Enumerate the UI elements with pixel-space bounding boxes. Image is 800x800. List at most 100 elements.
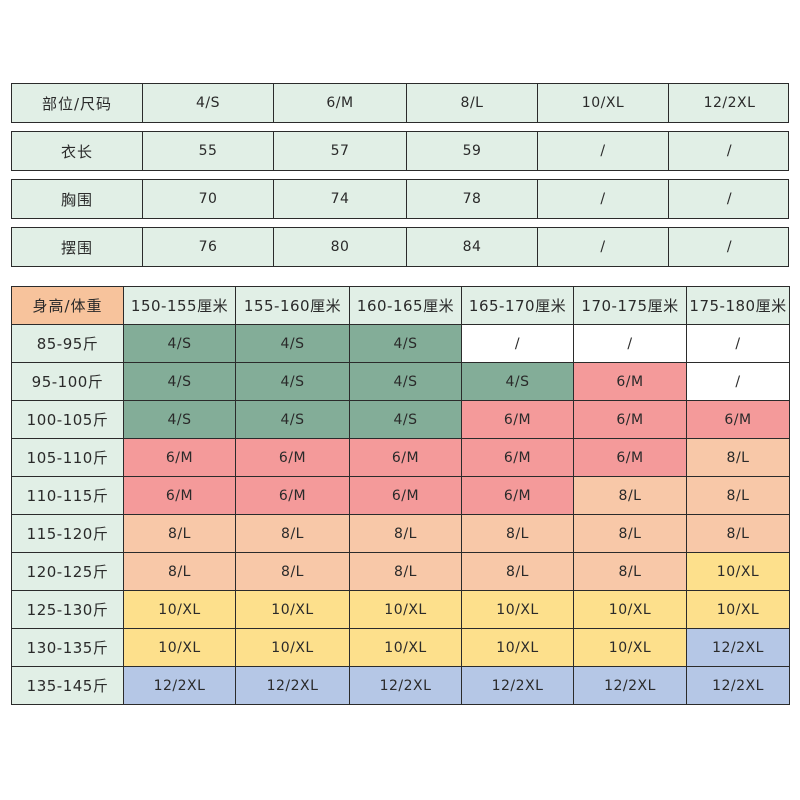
size-cell: 12/2XL: [573, 666, 687, 705]
size-cell: 12/2XL: [349, 666, 462, 705]
size-cell: 6/M: [123, 476, 236, 515]
size-chart-row: 110-115斤 6/M 6/M 6/M 6/M 8/L 8/L: [11, 476, 790, 515]
height-column-header: 165-170厘米: [461, 286, 574, 325]
size-cell: 4/S: [123, 324, 236, 363]
size-chart-row: 120-125斤 8/L 8/L 8/L 8/L 8/L 10/XL: [11, 552, 790, 591]
measurement-value: 74: [274, 180, 407, 218]
size-chart-body: 85-95斤 4/S 4/S 4/S / //95-100斤 4/S 4/S 4/S 4/S 6/M…: [11, 324, 790, 705]
measurement-header-size: 8/L: [407, 84, 538, 122]
measurement-header-size: 12/2XL: [703, 95, 756, 111]
measurement-table: 部位/尺码 4/S 6/M 8/L 10/XL 12/2XL 衣长 55 57 …: [11, 83, 789, 275]
measurement-value: /: [538, 180, 669, 218]
measurement-row-label: 摆围: [12, 228, 143, 266]
height-column-header: 160-165厘米: [349, 286, 462, 325]
size-cell: 8/L: [686, 476, 790, 515]
size-cell: 8/L: [461, 514, 574, 553]
size-cell: 6/M: [461, 476, 574, 515]
size-cell: /: [461, 324, 574, 363]
size-cell: 12/2XL: [686, 666, 790, 705]
measurement-value: 84: [407, 228, 538, 266]
size-cell: 6/M: [235, 476, 350, 515]
measurement-row-length: 衣长 55 57 59 / /: [11, 131, 789, 171]
height-column-header: 150-155厘米: [123, 286, 236, 325]
size-cell: 4/S: [123, 362, 236, 401]
size-cell: 10/XL: [349, 590, 462, 629]
size-cell: 10/XL: [235, 628, 350, 667]
size-cell: 6/M: [235, 438, 350, 477]
weight-row-header: 100-105斤: [11, 400, 124, 439]
size-cell: 6/M: [123, 438, 236, 477]
measurement-header-label: 部位/尺码: [12, 84, 143, 122]
weight-row-header: 115-120斤: [11, 514, 124, 553]
weight-row-header: 95-100斤: [11, 362, 124, 401]
size-cell: 10/XL: [686, 552, 790, 591]
size-cell: 4/S: [461, 362, 574, 401]
measurement-value: 76: [143, 228, 274, 266]
weight-row-header: 85-95斤: [11, 324, 124, 363]
size-cell: 6/M: [349, 438, 462, 477]
size-cell: 4/S: [235, 362, 350, 401]
size-cell: 10/XL: [123, 628, 236, 667]
size-chart-header-row: 身高/体重 150-155厘米 155-160厘米 160-165厘米 165-…: [11, 286, 790, 325]
measurement-header-size: 4/S: [143, 84, 274, 122]
height-column-header: 175-180厘米: [686, 286, 790, 325]
size-cell: 12/2XL: [123, 666, 236, 705]
measurement-value: /: [726, 143, 733, 159]
size-cell: /: [686, 362, 790, 401]
size-cell: 10/XL: [686, 590, 790, 629]
size-cell: 4/S: [349, 324, 462, 363]
weight-row-header: 135-145斤: [11, 666, 124, 705]
size-chart-row: 100-105斤 4/S 4/S 4/S 6/M 6/M 6/M: [11, 400, 790, 439]
size-chart-row: 135-145斤 12/2XL 12/2XL 12/2XL 12/2XL 12/2XL 12…: [11, 666, 790, 705]
size-cell: 8/L: [573, 552, 687, 591]
size-cell: 8/L: [461, 552, 574, 591]
measurement-row-label: 衣长: [12, 132, 143, 170]
measurement-row-label: 胸围: [12, 180, 143, 218]
measurement-value: 59: [407, 132, 538, 170]
size-cell: 8/L: [686, 514, 790, 553]
size-cell: 8/L: [686, 438, 790, 477]
size-cell: 4/S: [349, 362, 462, 401]
measurement-value: /: [538, 132, 669, 170]
size-cell: 4/S: [235, 400, 350, 439]
size-cell: 8/L: [235, 514, 350, 553]
size-cell: /: [573, 324, 687, 363]
size-cell: 12/2XL: [461, 666, 574, 705]
size-cell: 8/L: [235, 552, 350, 591]
size-cell: 12/2XL: [686, 628, 790, 667]
measurement-value: 80: [274, 228, 407, 266]
size-cell: 4/S: [349, 400, 462, 439]
size-cell: 8/L: [123, 552, 236, 591]
measurement-value: 55: [143, 132, 274, 170]
size-cell: 12/2XL: [235, 666, 350, 705]
size-cell: 6/M: [461, 400, 574, 439]
size-cell: 6/M: [686, 400, 790, 439]
size-cell: 6/M: [573, 362, 687, 401]
size-cell: 6/M: [461, 438, 574, 477]
measurement-header-size: 10/XL: [538, 84, 669, 122]
size-cell: 8/L: [123, 514, 236, 553]
measurement-value: /: [538, 228, 669, 266]
size-chart-table: 身高/体重 150-155厘米 155-160厘米 160-165厘米 165-…: [11, 286, 790, 705]
size-cell: 10/XL: [349, 628, 462, 667]
measurement-value: 57: [274, 132, 407, 170]
size-cell: 4/S: [123, 400, 236, 439]
size-cell: 10/XL: [123, 590, 236, 629]
measurement-header-size: 6/M: [274, 84, 407, 122]
size-chart-row: 95-100斤 4/S 4/S 4/S 4/S 6/M /: [11, 362, 790, 401]
size-cell: 10/XL: [461, 590, 574, 629]
size-cell: 6/M: [349, 476, 462, 515]
measurement-value: 78: [407, 180, 538, 218]
size-chart-row: 125-130斤 10/XL 10/XL 10/XL 10/XL 10/XL 10/XL: [11, 590, 790, 629]
height-column-header: 155-160厘米: [235, 286, 350, 325]
size-chart-row: 105-110斤 6/M 6/M 6/M 6/M 6/M 8/L: [11, 438, 790, 477]
measurement-header-row: 部位/尺码 4/S 6/M 8/L 10/XL 12/2XL: [11, 83, 789, 123]
weight-row-header: 110-115斤: [11, 476, 124, 515]
size-chart-corner: 身高/体重: [11, 286, 124, 325]
height-column-header: 170-175厘米: [573, 286, 687, 325]
size-cell: 10/XL: [573, 590, 687, 629]
size-cell: 10/XL: [235, 590, 350, 629]
weight-row-header: 130-135斤: [11, 628, 124, 667]
size-cell: 8/L: [573, 476, 687, 515]
size-cell: 10/XL: [461, 628, 574, 667]
